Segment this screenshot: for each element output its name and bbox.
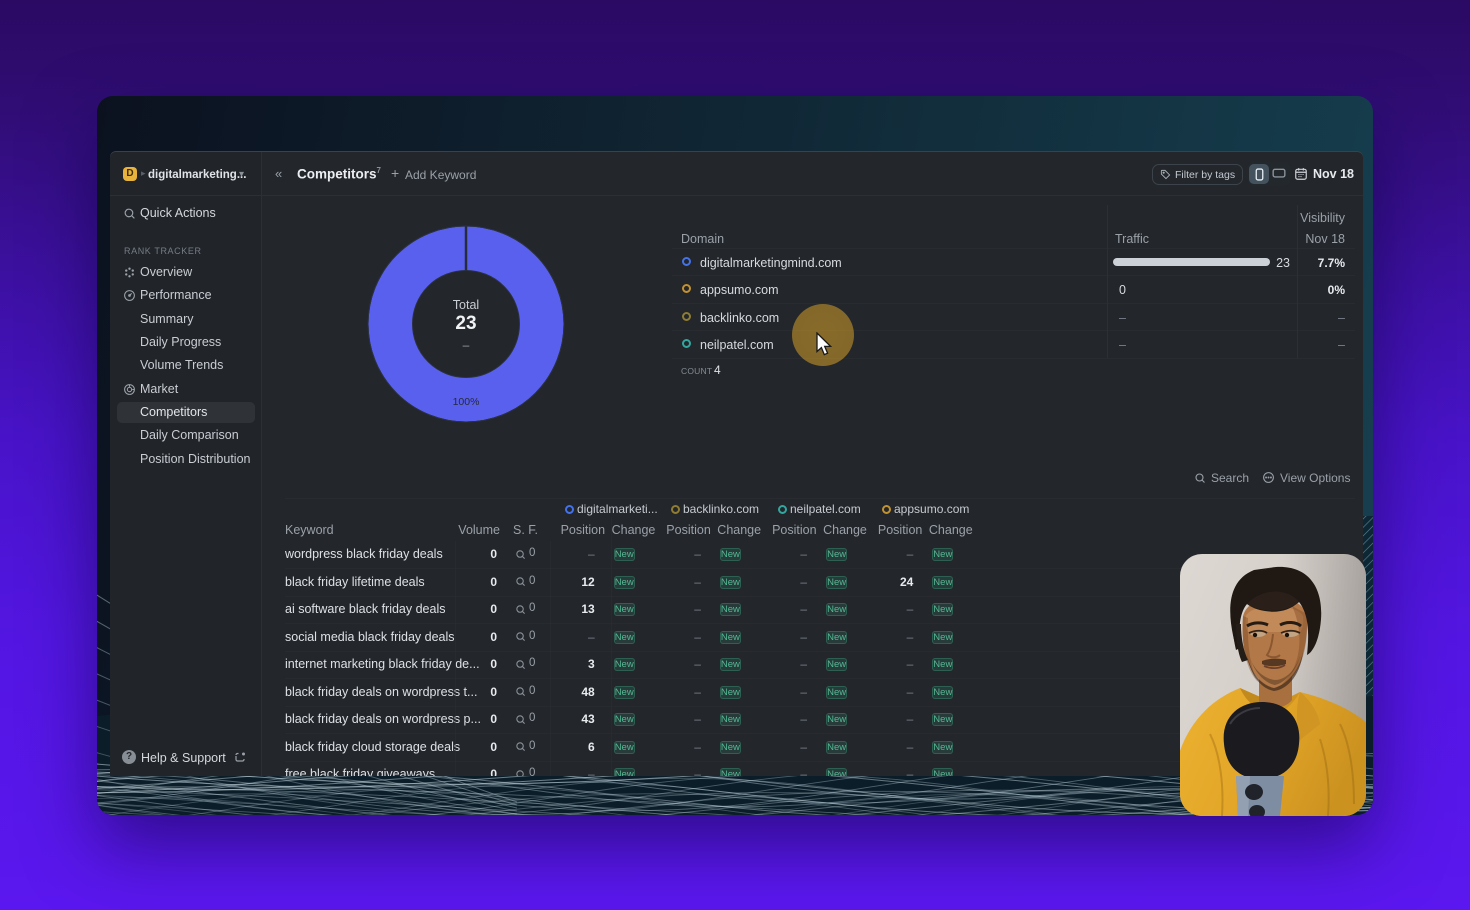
svg-text:100%: 100%	[453, 396, 480, 408]
